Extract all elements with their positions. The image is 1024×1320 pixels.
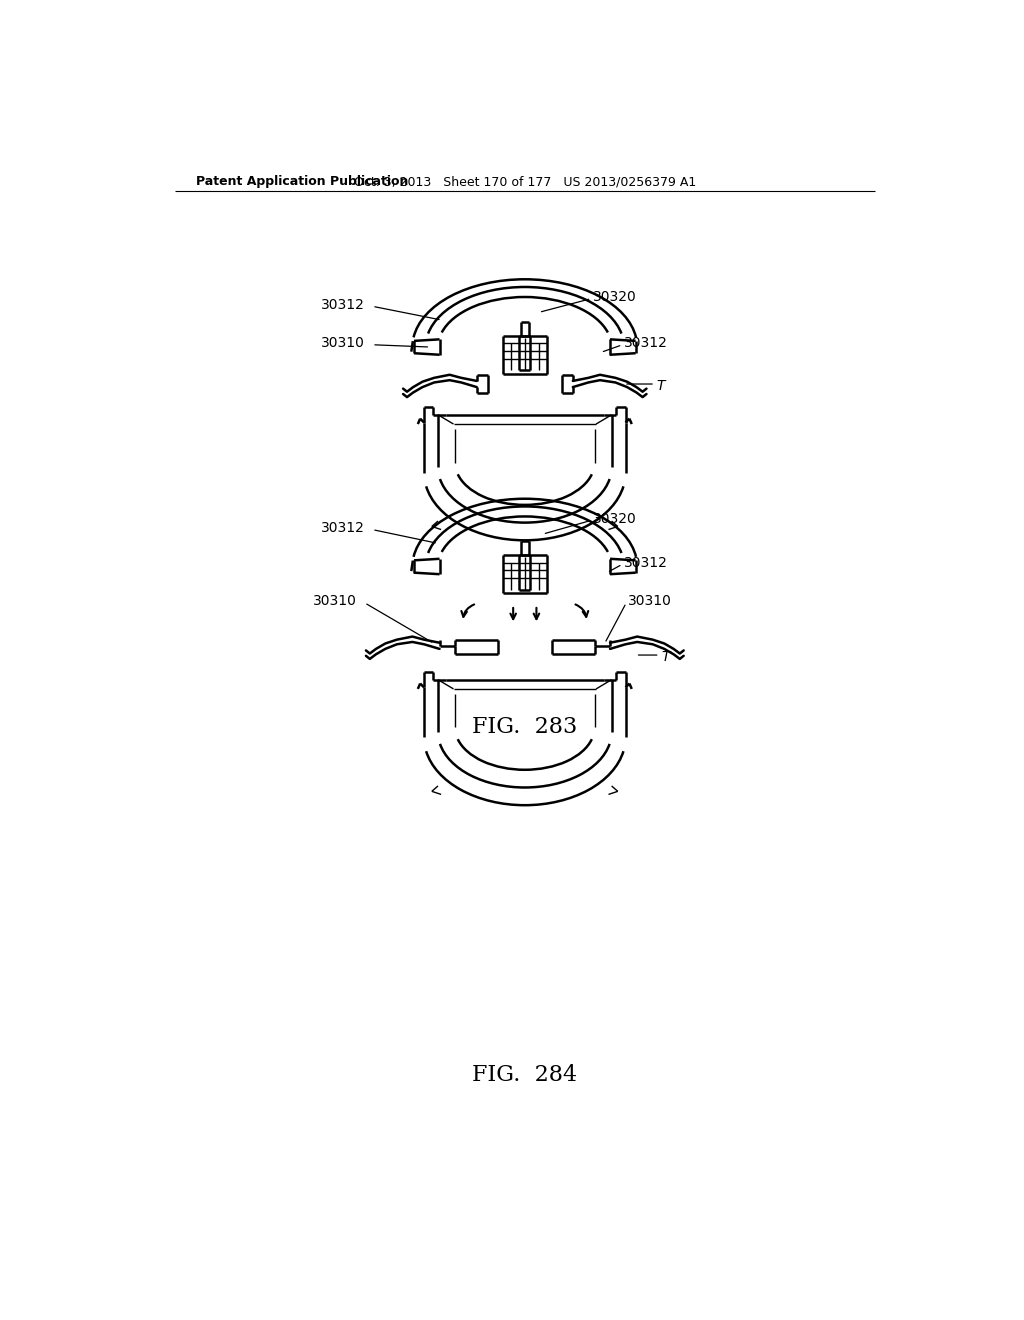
- Text: 30320: 30320: [593, 512, 637, 525]
- Text: T: T: [656, 379, 665, 392]
- Text: 30320: 30320: [593, 290, 637, 304]
- Text: Patent Application Publication: Patent Application Publication: [197, 176, 409, 189]
- Text: 30310: 30310: [312, 594, 356, 609]
- Text: 30312: 30312: [321, 298, 365, 312]
- Text: 30310: 30310: [628, 594, 672, 609]
- Text: 30312: 30312: [624, 556, 668, 570]
- Text: T: T: [662, 649, 670, 664]
- Text: FIG.  283: FIG. 283: [472, 715, 578, 738]
- Text: 30312: 30312: [321, 521, 365, 535]
- Text: Oct. 3, 2013   Sheet 170 of 177   US 2013/0256379 A1: Oct. 3, 2013 Sheet 170 of 177 US 2013/02…: [353, 176, 696, 189]
- Text: 30312: 30312: [624, 337, 668, 350]
- Text: 30310: 30310: [321, 337, 365, 350]
- Text: FIG.  284: FIG. 284: [472, 1064, 578, 1085]
